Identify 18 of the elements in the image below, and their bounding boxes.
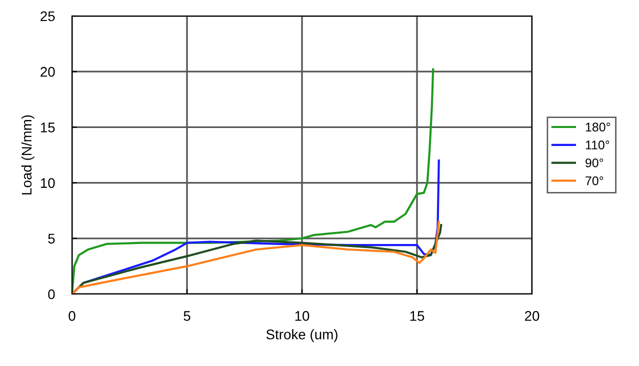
legend-label: 180° <box>586 122 610 132</box>
x-tick-label: 20 <box>524 311 540 321</box>
x-tick-label: 5 <box>184 311 190 321</box>
legend-label: 110° <box>586 140 610 150</box>
y-tick-label: 0 <box>48 289 55 300</box>
line-series <box>72 68 434 294</box>
x-tick-label: 15 <box>410 311 424 321</box>
x-tick-label: 0 <box>68 311 76 321</box>
x-axis-title: Stroke (um) <box>266 329 338 342</box>
x-tick-label: 10 <box>295 311 310 321</box>
y-tick-label: 10 <box>40 178 55 188</box>
legend-label: 70° <box>586 176 604 186</box>
y-tick-label: 20 <box>40 66 55 77</box>
y-tick-label: 25 <box>40 11 55 22</box>
y-tick-label: 5 <box>48 234 55 244</box>
y-axis-title: Load (N/mm) <box>21 115 34 194</box>
legend-label: 90° <box>586 158 604 168</box>
y-tick-label: 15 <box>40 122 55 132</box>
